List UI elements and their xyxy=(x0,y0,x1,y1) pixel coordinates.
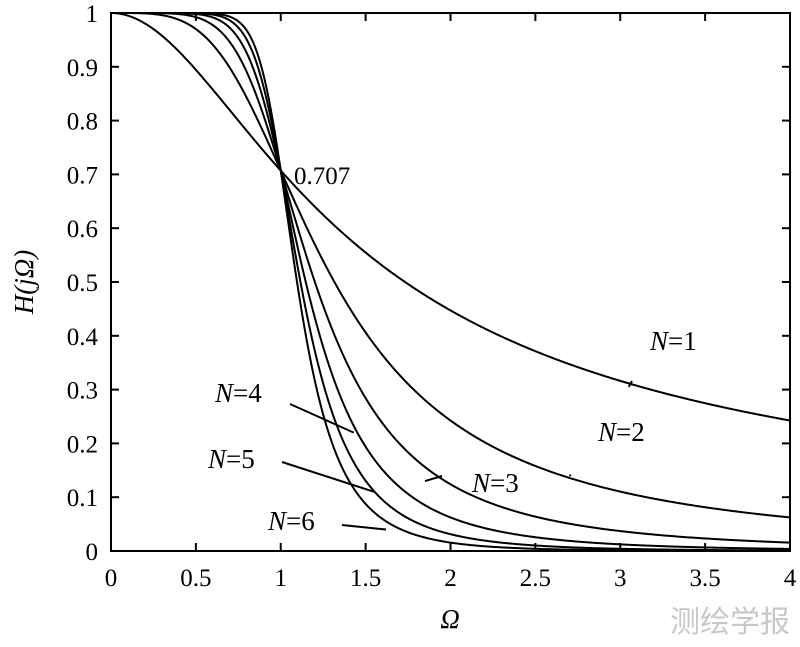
y-tick-label: 0.6 xyxy=(67,216,98,243)
y-tick-label: 0.4 xyxy=(67,324,99,351)
x-tick-label: 4 xyxy=(784,565,797,592)
series-line-n-4 xyxy=(111,12,791,550)
series-label-n-6: N=6 xyxy=(267,506,315,536)
series-label-n-5: N=5 xyxy=(207,444,255,474)
series-line-n-1 xyxy=(110,12,791,422)
y-tick-label: 0.2 xyxy=(67,431,98,458)
series-line-n-3 xyxy=(111,12,791,544)
labels-layer: 0 0.5 1 1.5 2 2.5 3 3.5 400.10.20.30.40.50.60.70… xyxy=(67,1,797,592)
x-tick-label: 2.5 xyxy=(520,565,551,592)
series-label-n-4: N=4 xyxy=(214,378,262,408)
y-tick-label: 0.3 xyxy=(67,378,98,405)
y-tick-label: 0.5 xyxy=(67,270,98,297)
x-tick-label: 3 xyxy=(614,565,627,592)
x-axis-title: Ω xyxy=(440,604,460,634)
y-tick-label: 0.7 xyxy=(67,162,98,189)
y-axis-title: H(jΩ) xyxy=(9,250,39,316)
series-label-n-2: N=2 xyxy=(597,417,645,447)
leader-line xyxy=(289,403,355,434)
series-layer xyxy=(110,12,791,552)
series-line-n-2 xyxy=(111,12,791,519)
leader-line xyxy=(281,461,375,493)
ticks-layer xyxy=(110,12,791,552)
x-tick-label: 2 xyxy=(444,565,457,592)
y-tick-label: 0 xyxy=(86,539,99,566)
series-label-n-3: N=3 xyxy=(471,468,519,498)
y-tick-label: 0.1 xyxy=(67,485,98,512)
leader-line xyxy=(341,524,387,531)
y-tick-label: 0.9 xyxy=(67,55,98,82)
x-tick-label: 0.5 xyxy=(180,565,211,592)
y-tick-label: 1 xyxy=(86,1,99,28)
x-tick-label: 0 xyxy=(105,565,118,592)
series-label-n-1: N=1 xyxy=(649,326,697,356)
leader-line xyxy=(627,380,633,388)
x-tick-label: 3.5 xyxy=(690,565,721,592)
watermark: 测绘学报 xyxy=(670,605,790,640)
x-tick-label: 1.5 xyxy=(350,565,381,592)
y-tick-label: 0.8 xyxy=(67,109,98,136)
x-tick-label: 1 xyxy=(275,565,288,592)
annotation-0707: 0.707 xyxy=(294,163,350,190)
leader-line xyxy=(424,475,443,483)
leader-line xyxy=(568,474,572,477)
